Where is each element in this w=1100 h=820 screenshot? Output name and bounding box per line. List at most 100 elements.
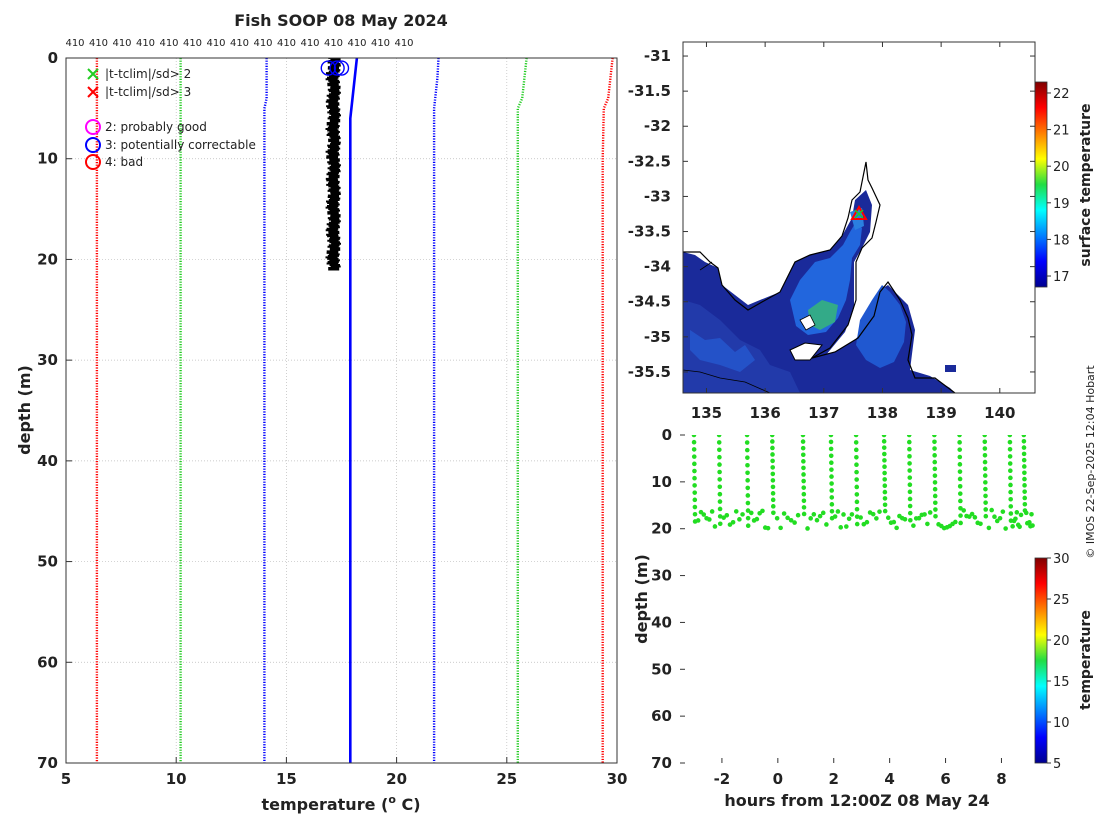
timeseries-point	[957, 491, 963, 496]
timeseries-point	[882, 496, 888, 501]
x-tick-label: 20	[386, 770, 407, 788]
timeseries-point	[745, 515, 751, 521]
timeseries-point	[692, 497, 698, 503]
timeseries-point	[801, 505, 807, 510]
y-tick-label: 40	[37, 452, 58, 470]
timeseries-point	[874, 516, 879, 521]
legend-symbol-x	[87, 86, 99, 98]
kangaroo-island	[789, 342, 823, 361]
flag-circle-3	[320, 60, 336, 76]
x-tick-label: 15	[276, 770, 297, 788]
timeseries-point	[932, 473, 938, 478]
timeseries-point	[717, 514, 723, 519]
timeseries-point	[1022, 495, 1028, 501]
timeseries-point	[801, 485, 807, 490]
timeseries-point	[854, 454, 859, 460]
timeseries-point	[808, 516, 813, 521]
timeseries-point	[1027, 520, 1032, 525]
timeseries-point	[691, 439, 697, 445]
timeseries-point	[835, 509, 841, 514]
timeseries-point	[957, 476, 963, 482]
map-y-tick-label: -34	[644, 258, 671, 276]
timeseries-point	[707, 517, 712, 522]
timeseries-point	[745, 455, 750, 460]
top-labels: 410 410 410 410 410 410 410 410 410 410 410 410 410 4…	[65, 38, 413, 49]
top-label: 410	[324, 38, 343, 49]
timeseries-point	[854, 514, 860, 519]
warm-patch	[808, 300, 838, 330]
timeseries-point	[829, 502, 835, 507]
legend-label: |t-tclim|/sd> 3	[105, 85, 191, 99]
ts-y-tick-label: 70	[651, 754, 672, 772]
timeseries-point	[1008, 504, 1014, 509]
map-x-tick-label: 138	[867, 404, 898, 422]
y-tick-label: 70	[37, 754, 58, 772]
timeseries-point	[1022, 501, 1028, 507]
flag-circle-3	[329, 60, 345, 76]
timeseries-point	[692, 511, 698, 517]
timeseries-point	[828, 439, 834, 445]
map-ticks: 135 136 137 138 139 140 -31 -31.5 -32 -32.5 -33 -33…	[628, 42, 1035, 422]
timeseries-point	[953, 519, 958, 525]
ts-y-tick-label: 30	[651, 567, 672, 585]
timeseries-point	[881, 445, 887, 450]
timeseries-point	[958, 506, 963, 511]
timeseries-point	[824, 522, 829, 527]
timeseries-point	[745, 470, 750, 476]
y-tick-label: 60	[37, 653, 58, 671]
timeseries-point	[958, 520, 963, 526]
timeseries-point	[986, 525, 992, 531]
timeseries-point	[801, 465, 806, 471]
timeseries-point	[1021, 451, 1027, 457]
timeseries-point	[1021, 457, 1027, 463]
temp-colorbar-tick-label: 5	[1053, 757, 1061, 772]
ts-y-tick-label: 10	[651, 473, 672, 491]
timeseries-point	[907, 482, 913, 488]
timeseries-point	[754, 516, 760, 522]
timeseries-point	[792, 520, 797, 525]
timeseries-point	[832, 514, 838, 519]
temperature-colorbar-ticks: 5 10 15 20 25 30	[1047, 552, 1070, 772]
timeseries-point	[982, 453, 988, 458]
timeseries-point	[902, 516, 908, 522]
map-y-tick-label: -33	[644, 187, 671, 205]
timeseries-point	[858, 515, 863, 520]
coastline-east	[811, 280, 956, 393]
timeseries-point	[800, 435, 806, 438]
timeseries-point	[1022, 489, 1027, 494]
timeseries-point	[932, 453, 937, 458]
temp-colorbar-tick-label: 20	[1053, 634, 1070, 649]
timeseries-point	[881, 435, 887, 438]
map-y-tick-label: -32.5	[628, 152, 671, 170]
timeseries-point	[1007, 454, 1013, 459]
timeseries-point	[958, 513, 963, 518]
timeseries-point	[805, 526, 810, 531]
sea-patch	[690, 330, 755, 372]
timeseries-point	[853, 435, 859, 438]
timeseries-point	[770, 504, 776, 509]
x-tick-label: 30	[607, 770, 628, 788]
timeseries-point	[801, 459, 806, 464]
timeseries-point	[882, 464, 887, 470]
timeseries-point	[745, 500, 751, 506]
top-label: 410	[277, 38, 296, 49]
top-label: 410	[112, 38, 131, 49]
y-tick-label: 10	[37, 150, 58, 168]
profile-series	[95, 58, 614, 763]
timeseries-point	[982, 439, 988, 445]
timeseries-point	[982, 459, 988, 465]
timeseries-point	[932, 459, 938, 465]
timeseries-point	[841, 512, 846, 517]
ts-y-tick-label: 40	[651, 613, 672, 631]
spencer-gulf	[790, 222, 862, 335]
timeseries-point	[828, 435, 834, 438]
timeseries-point	[770, 465, 776, 470]
sst-colorbar-tick-label: 21	[1053, 124, 1070, 139]
legend-symbol-x	[87, 68, 99, 80]
timeseries-point	[916, 515, 922, 521]
temperature-colorbar-label: temperature	[1078, 610, 1094, 710]
timeseries-point	[717, 477, 722, 482]
timeseries-point	[692, 475, 697, 481]
timeseries-point	[771, 510, 776, 516]
timeseries-point	[814, 517, 820, 523]
